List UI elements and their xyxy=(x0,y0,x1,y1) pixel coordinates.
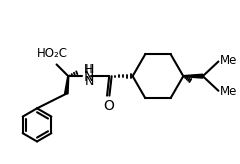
Polygon shape xyxy=(65,76,69,94)
Text: O: O xyxy=(103,99,114,113)
Text: H
N: H N xyxy=(85,63,94,88)
Polygon shape xyxy=(183,74,203,78)
Text: Me: Me xyxy=(220,54,238,67)
Text: HO₂C: HO₂C xyxy=(37,47,68,60)
Text: Me: Me xyxy=(220,85,238,98)
Text: N: N xyxy=(84,70,94,84)
Text: H: H xyxy=(84,63,93,76)
